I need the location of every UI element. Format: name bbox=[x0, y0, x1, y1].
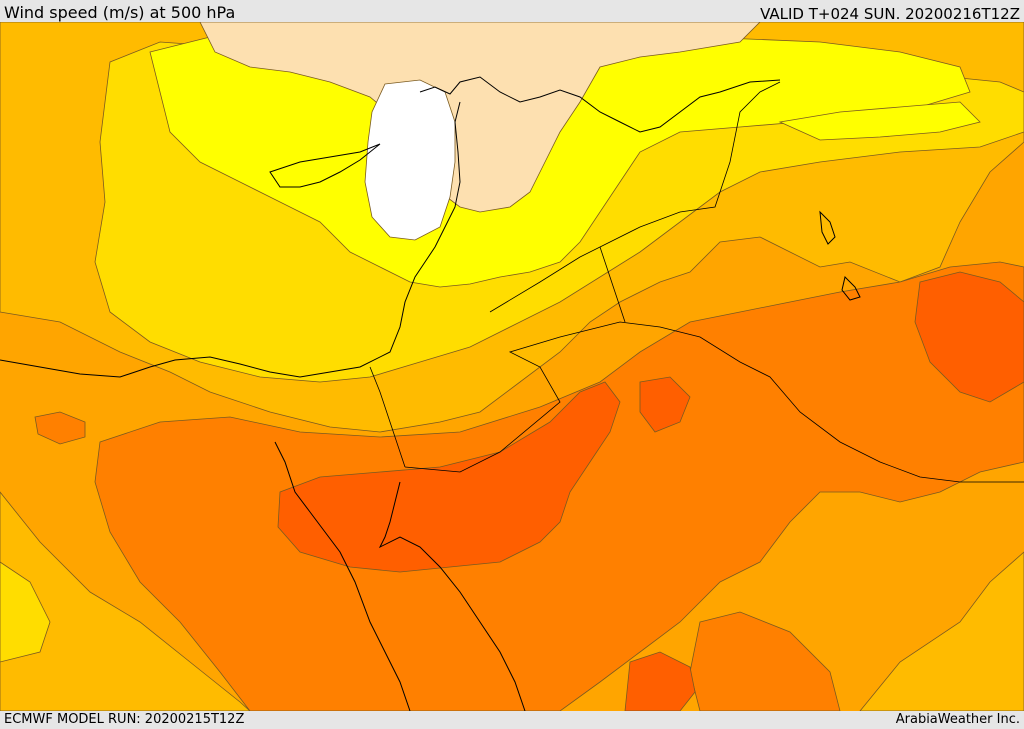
band-30-40-southwest bbox=[0, 561, 51, 663]
band-40-50-southwest bbox=[0, 491, 251, 711]
map-title: Wind speed (m/s) at 500 hPa bbox=[4, 3, 236, 22]
band-40-50-southeast bbox=[859, 551, 1024, 711]
valid-time: VALID T+024 SUN. 20200216T12Z bbox=[760, 5, 1020, 23]
model-run-label: ECMWF MODEL RUN: 20200215T12Z bbox=[4, 712, 245, 727]
band-70-80-central bbox=[639, 376, 691, 433]
band-70-80-east bbox=[914, 271, 1024, 403]
band-60-70-west-patch bbox=[34, 411, 86, 445]
band-10-20 bbox=[364, 79, 456, 241]
coastlines bbox=[0, 76, 861, 711]
band-lt-10 bbox=[199, 22, 761, 213]
credit-label: ArabiaWeather Inc. bbox=[895, 712, 1020, 727]
band-70-80 bbox=[277, 381, 621, 573]
header-bar bbox=[0, 0, 1024, 22]
country-borders bbox=[369, 81, 1024, 483]
band-70-80-southeast bbox=[624, 651, 696, 711]
footer-bar bbox=[0, 711, 1024, 729]
wind-speed-map[interactable] bbox=[0, 22, 1024, 711]
band-20-30 bbox=[149, 26, 971, 288]
band-20-30-east bbox=[778, 101, 981, 141]
